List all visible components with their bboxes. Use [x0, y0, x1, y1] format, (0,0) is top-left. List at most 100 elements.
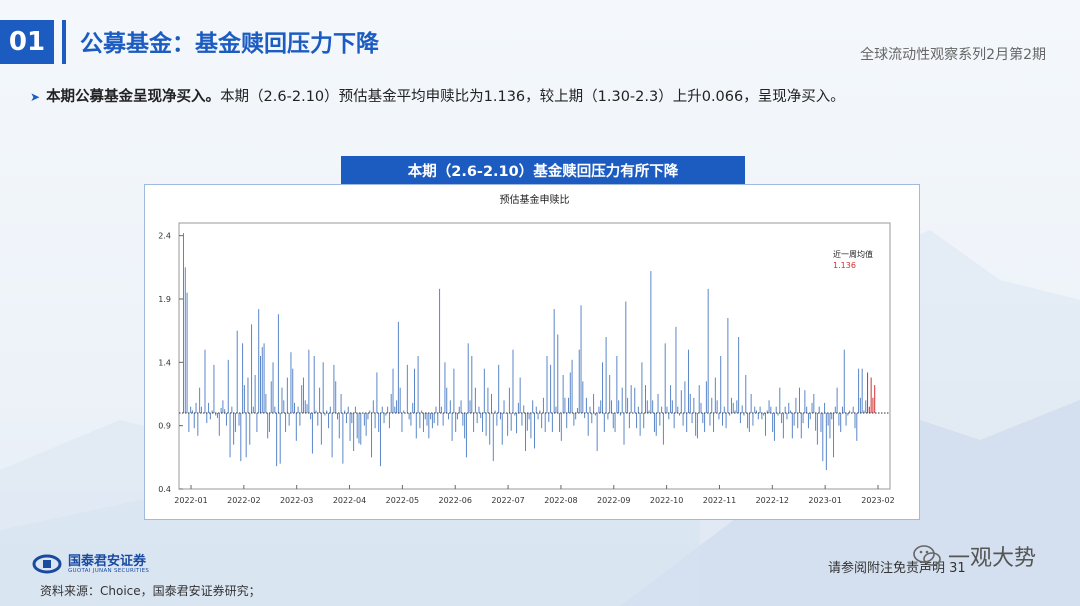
data-bar — [288, 413, 290, 426]
data-bar — [195, 402, 197, 413]
guotai-junan-logo-icon — [32, 554, 62, 574]
recent-bar — [872, 397, 874, 413]
legend-value: 1.136 — [833, 261, 856, 270]
data-bar — [618, 400, 620, 413]
data-bar — [317, 413, 319, 426]
data-bar — [387, 406, 389, 413]
data-bar — [645, 385, 646, 413]
data-bar — [695, 413, 697, 436]
data-bar — [440, 406, 442, 413]
data-bar — [494, 410, 496, 413]
data-bar — [555, 406, 557, 413]
data-bar — [333, 364, 335, 413]
data-bar — [702, 413, 704, 424]
data-bar — [358, 413, 360, 444]
data-bar — [630, 385, 632, 413]
data-bar — [218, 413, 220, 436]
data-bar — [782, 413, 784, 439]
data-bar — [381, 406, 383, 413]
data-bar — [530, 413, 532, 439]
data-bar — [442, 413, 444, 426]
data-bar — [295, 413, 297, 441]
data-bar — [211, 410, 213, 413]
data-bar — [813, 394, 815, 413]
data-bar — [820, 413, 822, 432]
data-bar — [496, 413, 498, 426]
data-bar — [704, 413, 706, 432]
data-bar — [308, 349, 310, 413]
data-bar — [619, 413, 621, 416]
data-bar — [634, 387, 636, 413]
data-bar — [392, 368, 394, 413]
data-bar — [229, 413, 231, 458]
data-bar — [471, 356, 473, 413]
data-bar — [507, 413, 509, 436]
data-bar — [693, 397, 695, 413]
data-bar — [748, 413, 750, 432]
data-bar — [573, 413, 575, 426]
data-bar — [517, 402, 519, 413]
data-bar — [383, 413, 385, 424]
data-bar — [764, 413, 766, 436]
data-bar — [276, 413, 278, 467]
data-bar — [460, 400, 462, 413]
data-bar — [657, 394, 659, 413]
x-tick-label: 2022-09 — [597, 496, 630, 505]
data-bar — [852, 406, 854, 413]
data-bar — [790, 410, 792, 413]
x-tick-label: 2022-10 — [650, 496, 683, 505]
report-series-name: 全球流动性观察系列2月第2期 — [860, 47, 1046, 63]
data-bar — [183, 233, 184, 413]
data-bar — [265, 394, 267, 413]
chart-title: 预估基金申赎比 — [500, 193, 570, 206]
data-bar — [240, 413, 242, 462]
company-logo: 国泰君安证券 GUOTAI JUNAN SECURITIES — [32, 554, 149, 574]
x-tick-label: 2022-11 — [703, 496, 736, 505]
data-bar — [836, 387, 838, 413]
data-bar — [804, 390, 806, 413]
data-bar — [349, 413, 351, 441]
data-bar — [664, 343, 666, 413]
data-bar — [188, 413, 190, 432]
data-bar — [730, 397, 732, 413]
data-bar — [431, 413, 433, 429]
data-bar — [437, 413, 439, 426]
data-bar — [584, 413, 586, 419]
data-bar — [659, 413, 661, 426]
data-bar — [745, 375, 747, 413]
data-bar — [723, 406, 725, 413]
data-bar — [435, 406, 437, 413]
data-bar — [824, 402, 826, 413]
data-bar — [206, 413, 208, 424]
data-bar — [854, 413, 856, 429]
data-bar — [258, 309, 260, 413]
data-bar — [537, 413, 539, 420]
logo-text-en: GUOTAI JUNAN SECURITIES — [68, 567, 150, 574]
data-bar — [247, 377, 249, 413]
data-bar — [811, 402, 813, 413]
data-bar — [628, 413, 630, 429]
y-tick-label: 0.9 — [158, 422, 171, 431]
data-bar — [829, 413, 831, 439]
x-tick-label: 2022-07 — [491, 496, 524, 505]
data-bar — [641, 362, 643, 413]
data-bar — [379, 413, 381, 467]
headline-bold: 本期公募基金呈现净买入。 — [46, 89, 221, 105]
disclaimer-note: 请参阅附注免责声明 31 — [828, 557, 966, 576]
recent-bar — [867, 372, 869, 413]
data-bar — [734, 410, 736, 413]
data-bar — [252, 406, 254, 413]
data-bar — [720, 356, 722, 413]
data-bar — [551, 413, 553, 432]
x-tick-label: 2022-05 — [386, 496, 419, 505]
disclaimer-text: 请参阅附注免责声明 — [828, 561, 946, 576]
data-bar — [208, 402, 210, 413]
data-bar — [727, 318, 729, 413]
data-bar — [738, 337, 740, 413]
data-bar — [369, 410, 371, 413]
data-bar — [306, 404, 308, 413]
data-bar — [625, 301, 627, 413]
data-bar — [378, 413, 380, 432]
data-bar — [700, 402, 702, 413]
data-bar — [224, 409, 226, 413]
